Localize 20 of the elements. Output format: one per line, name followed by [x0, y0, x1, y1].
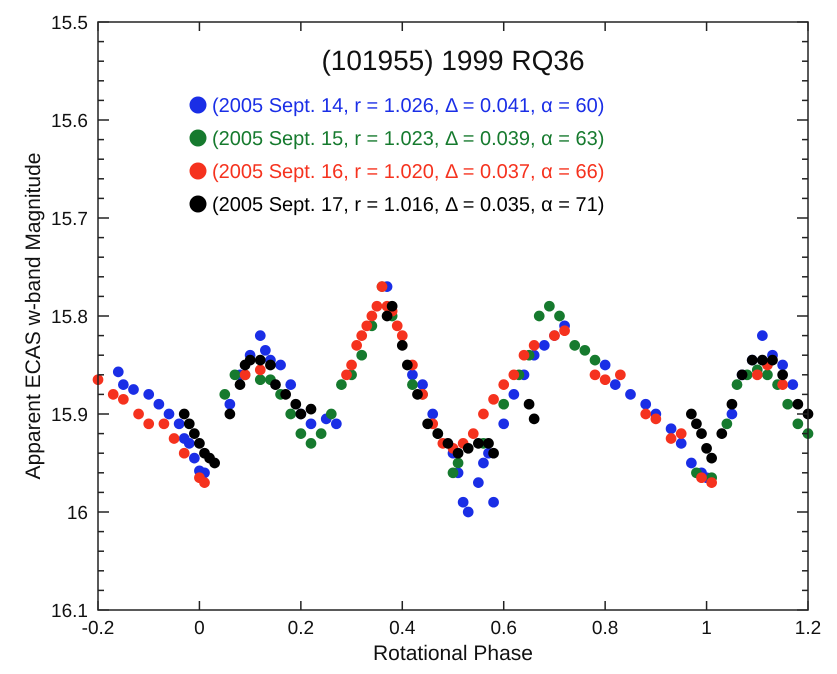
x-tick-label: 0 — [194, 618, 205, 639]
y-tick-label: 15.9 — [51, 405, 88, 426]
legend-label: (2005 Sept. 15, r = 1.023, Δ = 0.039, α = 63) — [212, 128, 604, 150]
x-tick-label: 0.2 — [288, 618, 314, 639]
y-tick-label: 15.7 — [51, 209, 88, 230]
x-axis-title: Rotational Phase — [373, 642, 533, 665]
x-tick-label: 0.6 — [490, 618, 517, 639]
y-tick-label: 15.8 — [51, 307, 88, 328]
text: (101955) 1999 RQ36 — [321, 45, 585, 76]
x-tick-label: 1.2 — [794, 618, 822, 639]
x-tick-label: 0.8 — [592, 618, 618, 639]
legend-label: (2005 Sept. 17, r = 1.016, Δ = 0.035, α = 71) — [212, 194, 604, 216]
x-tick-label: 1 — [701, 618, 712, 639]
legend-label: (2005 Sept. 14, r = 1.026, Δ = 0.041, α = 60) — [212, 95, 604, 117]
legend-label: (2005 Sept. 16, r = 1.020, Δ = 0.037, α = 66) — [212, 161, 604, 183]
y-tick-label: 16 — [66, 503, 88, 524]
x-tick-label: 0.4 — [389, 618, 416, 639]
y-axis-title: Apparent ECAS w-band Magnitude — [22, 152, 45, 480]
y-tick-label: 15.6 — [51, 111, 88, 132]
y-tick-label: 15.5 — [51, 13, 88, 34]
